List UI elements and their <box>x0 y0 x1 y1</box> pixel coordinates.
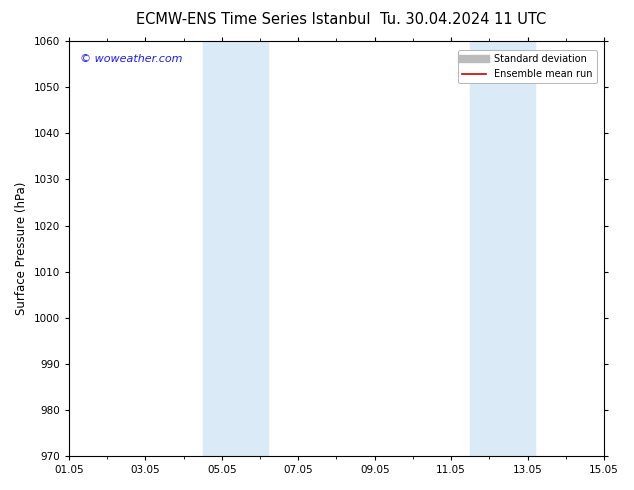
Text: © woweather.com: © woweather.com <box>79 54 182 64</box>
Text: ECMW-ENS Time Series Istanbul: ECMW-ENS Time Series Istanbul <box>136 12 371 27</box>
Bar <box>203 41 268 456</box>
Bar <box>470 41 535 456</box>
Legend: Standard deviation, Ensemble mean run: Standard deviation, Ensemble mean run <box>458 50 597 83</box>
Y-axis label: Surface Pressure (hPa): Surface Pressure (hPa) <box>15 182 28 315</box>
Text: Tu. 30.04.2024 11 UTC: Tu. 30.04.2024 11 UTC <box>380 12 546 27</box>
